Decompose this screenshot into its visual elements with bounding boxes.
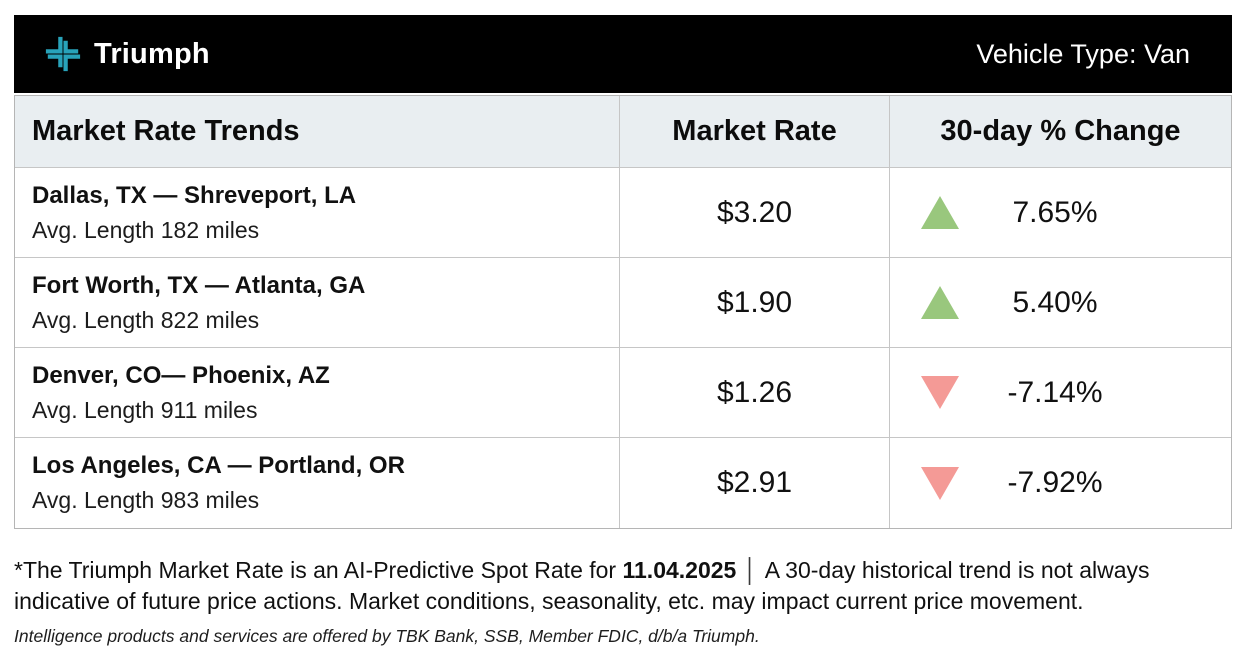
avg-length: Avg. Length 182 miles	[32, 216, 260, 243]
change-cell: 5.40%	[890, 258, 1231, 348]
change-cell: 7.65%	[890, 168, 1231, 258]
footnote: *The Triumph Market Rate is an AI-Predic…	[14, 555, 1218, 618]
market-rate-value: $1.26	[620, 348, 890, 438]
footnote-prefix: *The Triumph Market Rate is an AI-Predic…	[14, 557, 623, 583]
market-rate-value: $1.90	[620, 258, 890, 348]
footnote-date: 11.04.2025	[622, 557, 737, 583]
banner: Triumph Vehicle Type: Van	[14, 15, 1232, 93]
market-rate-value: $2.91	[620, 438, 890, 528]
vehicle-type-label: Vehicle Type: Van	[976, 38, 1190, 69]
change-cell: -7.14%	[890, 348, 1231, 438]
lane-name: Los Angeles, CA — Portland, OR	[32, 452, 405, 479]
table-row-lane: Los Angeles, CA — Portland, OR Avg. Leng…	[15, 438, 620, 528]
change-cell: -7.92%	[890, 438, 1231, 528]
footnote-separator: │	[743, 557, 758, 583]
trend-down-icon	[921, 376, 959, 409]
trend-down-icon	[921, 466, 959, 500]
change-value: -7.92%	[1007, 466, 1103, 499]
brand-name: Triumph	[94, 37, 210, 70]
table-row-lane: Dallas, TX — Shreveport, LA Avg. Length …	[15, 168, 620, 258]
table-row-lane: Fort Worth, TX — Atlanta, GA Avg. Length…	[15, 258, 620, 348]
lane-name: Dallas, TX — Shreveport, LA	[32, 181, 357, 209]
column-header-trends: Market Rate Trends	[15, 96, 620, 168]
column-header-change: 30-day % Change	[890, 96, 1231, 168]
trend-up-icon	[921, 286, 959, 319]
footnote-suffix: A 30-day historical trend is not always …	[14, 557, 1150, 615]
change-value: 5.40%	[1012, 285, 1098, 319]
triumph-cross-icon	[44, 35, 82, 73]
market-rate-value: $3.20	[620, 168, 890, 258]
triumph-logo: Triumph	[44, 35, 210, 73]
change-value: 7.65%	[1012, 195, 1098, 229]
avg-length: Avg. Length 983 miles	[32, 487, 260, 513]
table-row-lane: Denver, CO— Phoenix, AZ Avg. Length 911 …	[15, 348, 620, 438]
avg-length: Avg. Length 911 miles	[32, 396, 258, 423]
change-value: -7.14%	[1007, 375, 1103, 409]
lane-name: Denver, CO— Phoenix, AZ	[32, 361, 330, 389]
trend-up-icon	[921, 196, 959, 229]
lane-name: Fort Worth, TX — Atlanta, GA	[32, 271, 366, 299]
market-rate-table: Market Rate Trends Market Rate 30-day % …	[14, 95, 1232, 529]
column-header-rate: Market Rate	[620, 96, 890, 168]
disclaimer: Intelligence products and services are o…	[14, 625, 760, 646]
avg-length: Avg. Length 822 miles	[32, 306, 260, 333]
